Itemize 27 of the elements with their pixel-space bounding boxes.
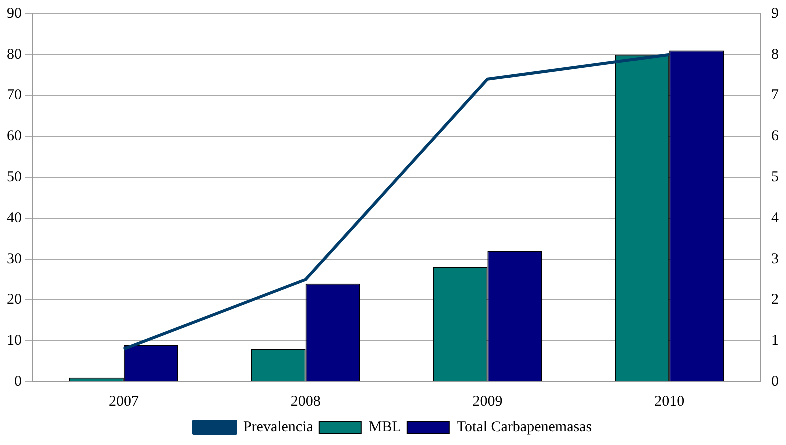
y-tick-label: 40 [7, 210, 22, 226]
y2-tick-label: 7 [772, 88, 780, 104]
y2-tick-label: 1 [772, 333, 779, 350]
y2-tick-label: 4 [772, 210, 780, 226]
x-tick-label: 2010 [654, 394, 685, 410]
legend-label: Total Carbapenemasas [456, 419, 592, 436]
legend-label: MBL [368, 419, 402, 436]
y-tick-label: 80 [7, 46, 22, 63]
y2-tick-label: 9 [772, 6, 779, 22]
legend-label: Prevalencia [243, 419, 314, 436]
y-tick-label: 60 [7, 128, 22, 145]
y-tick-label: 20 [7, 292, 22, 308]
y-tick-label: 70 [7, 88, 22, 104]
y-tick-label: 10 [7, 333, 22, 350]
y2-tick-label: 0 [772, 374, 779, 390]
y-tick-label: 30 [7, 251, 22, 268]
y-tick-label: 90 [7, 6, 22, 22]
y2-tick-label: 2 [772, 292, 779, 308]
x-tick-label: 2009 [472, 394, 503, 410]
y-tick-label: 50 [7, 169, 22, 186]
x-tick-label: 2007 [108, 394, 140, 410]
y2-tick-label: 6 [772, 128, 780, 145]
y-tick-label: 0 [14, 374, 22, 390]
y2-tick-label: 3 [772, 251, 779, 268]
y2-tick-label: 5 [772, 169, 779, 186]
y2-tick-label: 8 [772, 46, 779, 63]
x-tick-label: 2008 [290, 394, 321, 410]
